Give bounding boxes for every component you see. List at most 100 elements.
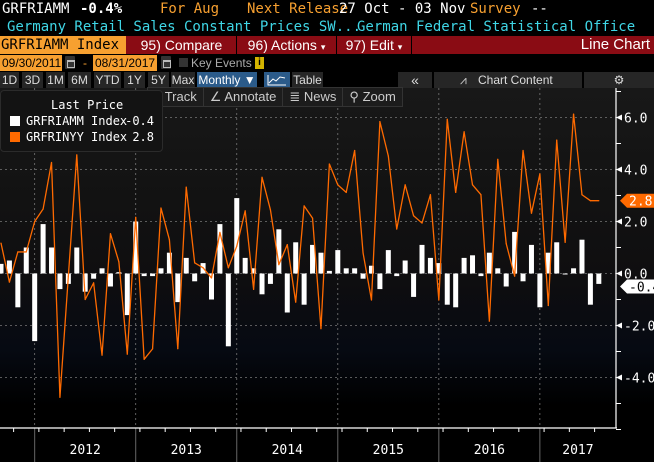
line-point [34, 220, 36, 223]
bar [124, 273, 130, 316]
range-ytd[interactable]: YTD [94, 72, 121, 88]
edit-button[interactable]: 97) Edit ▾ [337, 36, 412, 54]
range-1m[interactable]: 1M [46, 72, 65, 88]
line-point [126, 353, 128, 355]
bar [192, 273, 198, 282]
bar [310, 244, 316, 274]
bar [335, 250, 341, 274]
line-point [168, 239, 170, 241]
track-label: Track [164, 89, 197, 104]
legend: Last Price GRFRIAMM Index -0.4 GRFRINYY … [0, 90, 163, 152]
line-point [497, 158, 499, 160]
bar [141, 273, 147, 277]
line-series-grfrinyy [0, 113, 599, 398]
bar [512, 231, 518, 274]
line-point [244, 210, 246, 212]
security-input[interactable]: GRFRIAMM Index [0, 36, 126, 54]
range-5y[interactable]: 5Y [148, 72, 169, 88]
line-point [25, 251, 27, 253]
info-icon[interactable]: i [255, 57, 264, 69]
bar [32, 273, 38, 342]
range-6m[interactable]: 6M [68, 72, 91, 88]
annotate-button[interactable]: ∠ Annotate [203, 88, 284, 106]
calendar-icon[interactable] [65, 56, 75, 69]
bar [225, 273, 231, 347]
collapse-button[interactable]: « [398, 72, 432, 88]
bar [15, 273, 21, 308]
line-point [530, 212, 533, 214]
line-point [572, 113, 575, 115]
x-tick-label: 2012 [70, 443, 101, 458]
actions-button[interactable]: 96) Actions ▾ [237, 36, 337, 54]
news-label: News [303, 89, 337, 104]
line-point [278, 264, 280, 266]
chart-content-button[interactable]: ⩘ Chart Content [434, 72, 582, 88]
chart-content-label: Chart Content [478, 73, 553, 87]
periodicity-dropdown[interactable]: Monthly ▼ [197, 72, 257, 88]
gear-icon: ⚙ [613, 73, 625, 87]
line-point [194, 262, 196, 264]
line-point [101, 354, 103, 356]
bar [217, 224, 223, 274]
line-point [320, 328, 322, 330]
compare-button[interactable]: 95) Compare [127, 36, 237, 54]
bar [116, 272, 122, 274]
line-point [589, 200, 592, 202]
bar [352, 268, 358, 274]
range-max[interactable]: Max [171, 72, 195, 88]
range-3d[interactable]: 3D [22, 72, 43, 88]
x-tick-label: 2013 [171, 443, 202, 458]
line-point [429, 194, 432, 196]
y-tick-label: -4.0 [624, 372, 654, 387]
line-point [303, 205, 305, 207]
line-point [219, 231, 221, 234]
table-view-button[interactable]: Table [292, 72, 323, 88]
bar [545, 252, 551, 274]
bar [166, 252, 172, 274]
line-point [177, 348, 179, 350]
line-point [404, 184, 406, 186]
line-point [76, 154, 78, 156]
line-point [84, 298, 86, 301]
next-release-label: Next Release [247, 1, 349, 17]
bar [267, 273, 273, 284]
calendar-icon[interactable] [161, 56, 171, 69]
line-point [354, 149, 356, 152]
legend-item-name: GRFRINYY Index [26, 130, 128, 144]
bar [495, 268, 501, 274]
date-separator: - [83, 56, 87, 70]
y-tick-label: 4.0 [624, 164, 647, 179]
line-point [328, 163, 330, 165]
edit-label: 97) Edit [345, 37, 394, 53]
line-point [387, 155, 389, 157]
legend-swatch-white [10, 116, 20, 126]
bar [6, 260, 12, 274]
line-point [345, 191, 347, 193]
zoom-button[interactable]: ⚲ Zoom [343, 88, 402, 106]
zoom-label: Zoom [362, 89, 396, 104]
range-1d[interactable]: 1D [0, 72, 19, 88]
line-point [227, 267, 229, 269]
y-tick-label: 2.0 [624, 216, 647, 231]
settings-button[interactable]: ⚙ [584, 72, 654, 88]
bar [470, 255, 476, 274]
line-point [202, 267, 204, 269]
bar [284, 273, 290, 313]
news-button[interactable]: ≣ News [283, 88, 344, 106]
last-value-tag-orange-bg [620, 193, 654, 208]
bar [478, 273, 484, 277]
bar [326, 270, 332, 274]
x-tick-label: 2017 [562, 443, 593, 458]
chart-view-button[interactable] [264, 72, 290, 88]
end-date-input[interactable]: 08/31/2017 [93, 55, 157, 71]
bar [503, 273, 509, 287]
menu-bar: 95) Compare 96) Actions ▾ 97) Edit ▾ Lin… [0, 36, 654, 54]
chart-toolbar: ⌖ Track ∠ Annotate ≣ News ⚲ Zoom [147, 87, 403, 107]
key-events-checkbox[interactable] [179, 58, 188, 67]
line-point [412, 215, 415, 217]
caret-down-icon: ▾ [397, 42, 403, 52]
bar [537, 273, 543, 308]
start-date-input[interactable]: 09/30/2011 [0, 55, 62, 71]
range-1y[interactable]: 1Y [124, 72, 145, 88]
line-chart-icon [267, 75, 286, 86]
